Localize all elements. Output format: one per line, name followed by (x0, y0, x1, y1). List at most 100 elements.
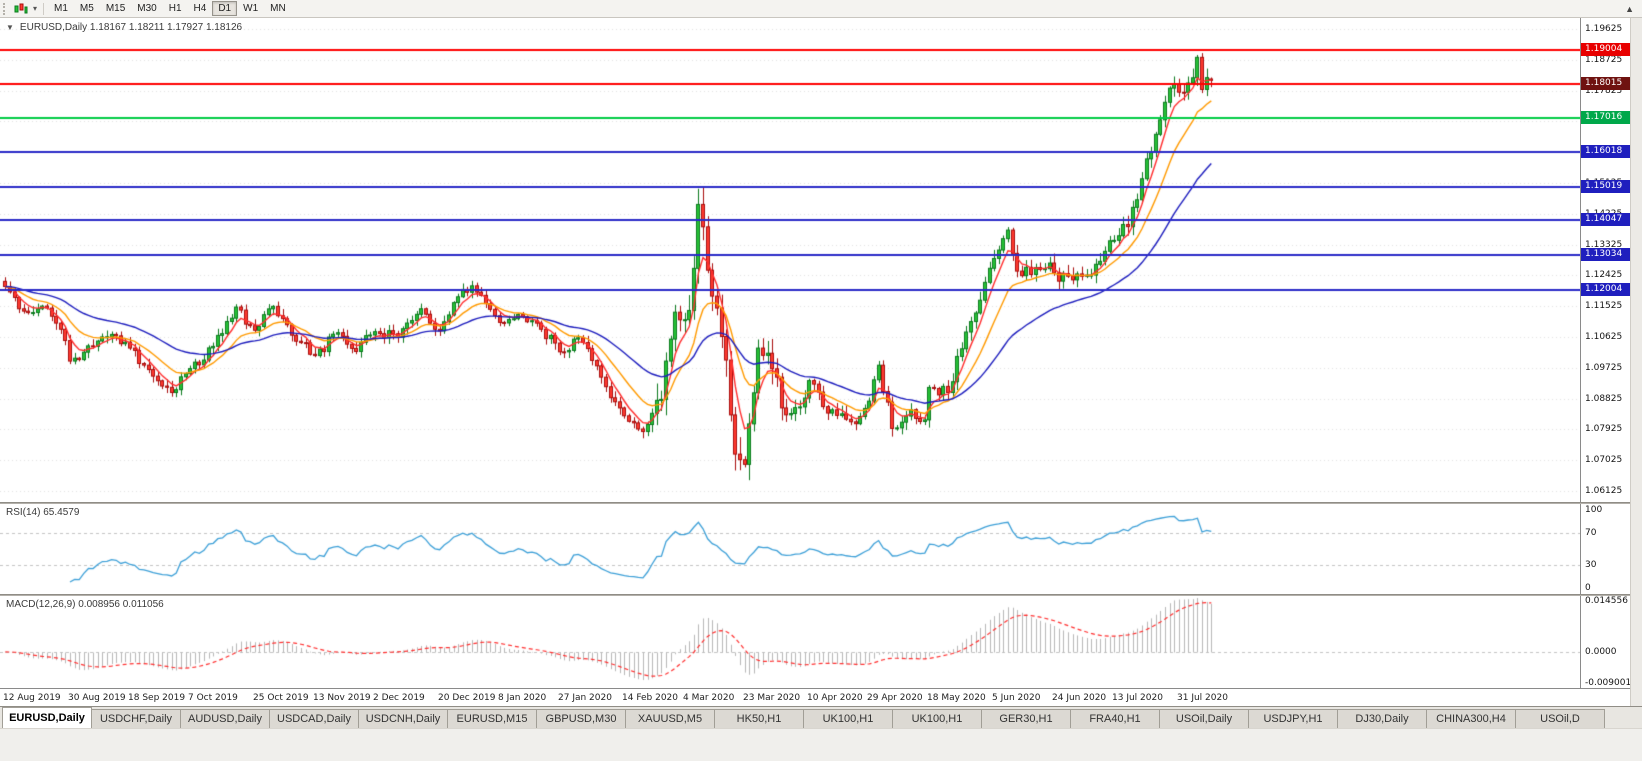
toolbar-grip[interactable] (3, 2, 7, 15)
date-label: 12 Aug 2019 (3, 693, 61, 703)
price-tick-label: 1.17825 (1585, 86, 1623, 96)
price-badge: 1.16018 (1581, 145, 1630, 158)
price-badge: 1.18015 (1581, 77, 1630, 90)
chart-tab-usoil-d[interactable]: USOil,D (1515, 709, 1605, 728)
status-strip (0, 728, 1642, 761)
timeframe-button-d1[interactable]: D1 (212, 1, 238, 16)
date-label: 4 Mar 2020 (683, 693, 735, 703)
date-label: 27 Jan 2020 (558, 693, 612, 703)
date-label: 31 Jul 2020 (1177, 693, 1228, 703)
date-label: 7 Oct 2019 (188, 693, 238, 703)
price-tick-label: 1.12425 (1585, 270, 1623, 280)
chart-tab-usdcad-daily[interactable]: USDCAD,Daily (269, 709, 359, 728)
main-chart-panel: ▼ EURUSD,Daily 1.18167 1.18211 1.17927 1… (0, 18, 1580, 502)
chart-header: ▼ EURUSD,Daily 1.18167 1.18211 1.17927 1… (6, 22, 242, 33)
chart-tab-usdjpy-h1[interactable]: USDJPY,H1 (1248, 709, 1338, 728)
date-label: 24 Jun 2020 (1052, 693, 1107, 703)
chart-tab-uk100-h1[interactable]: UK100,H1 (892, 709, 982, 728)
rsi-tick-label: 0 (1585, 583, 1591, 593)
rsi-axis[interactable]: 100 70 30 0 (1580, 504, 1630, 594)
panel-separator[interactable] (0, 502, 1630, 504)
timeframe-button-h1[interactable]: H1 (168, 3, 182, 14)
date-label: 30 Aug 2019 (68, 693, 126, 703)
price-tick-label: 1.09725 (1585, 363, 1623, 373)
price-tick-label: 1.07925 (1585, 424, 1623, 434)
date-label: 14 Feb 2020 (622, 693, 679, 703)
chart-tab-ger30-h1[interactable]: GER30,H1 (981, 709, 1071, 728)
date-label: 23 Mar 2020 (743, 693, 801, 703)
macd-tick-label: 0.0000 (1585, 647, 1617, 657)
chart-scrollbar[interactable] (1630, 18, 1642, 706)
date-label: 29 Apr 2020 (867, 693, 923, 703)
chart-tab-gbpusd-m30[interactable]: GBPUSD,M30 (536, 709, 626, 728)
macd-tick-label: -0.009001 (1585, 678, 1630, 688)
macd-chart-canvas[interactable] (0, 596, 1580, 688)
price-tick-label: 1.18725 (1585, 55, 1623, 65)
chart-tab-xauusd-m5[interactable]: XAUUSD,M5 (625, 709, 715, 728)
price-tick-label: 1.08825 (1585, 394, 1623, 404)
date-label: 2 Dec 2019 (373, 693, 425, 703)
rsi-label: RSI(14) 65.4579 (6, 507, 80, 518)
collapse-chart-icon[interactable]: ▼ (6, 23, 14, 32)
timeframe-button-m1[interactable]: M1 (54, 3, 68, 14)
date-label: 5 Jun 2020 (992, 693, 1041, 703)
date-label: 18 May 2020 (927, 693, 986, 703)
date-label: 8 Jan 2020 (498, 693, 547, 703)
price-tick-label: 1.10625 (1585, 332, 1623, 342)
timeframe-button-m5[interactable]: M5 (79, 3, 94, 14)
rsi-tick-label: 70 (1585, 528, 1597, 538)
date-label: 13 Jul 2020 (1112, 693, 1163, 703)
timeframe-button-mn[interactable]: MN (270, 3, 286, 14)
panel-separator[interactable] (0, 594, 1630, 596)
price-badge: 1.19004 (1581, 43, 1630, 56)
chevron-down-icon[interactable]: ▾ (33, 4, 38, 13)
price-badge: 1.12004 (1581, 283, 1630, 296)
chart-tab-usdchf-daily[interactable]: USDCHF,Daily (91, 709, 181, 728)
date-label: 13 Nov 2019 (313, 693, 371, 703)
date-label: 20 Dec 2019 (438, 693, 496, 703)
price-axis[interactable]: 1.196251.187251.178251.169251.160251.151… (1580, 18, 1630, 502)
chart-tab-china300-h4[interactable]: CHINA300,H4 (1426, 709, 1516, 728)
price-tick-label: 1.11525 (1585, 301, 1623, 311)
macd-axis[interactable]: 0.014556 0.0000 -0.009001 (1580, 596, 1630, 688)
toolbar-divider (43, 2, 45, 15)
price-badge: 1.13034 (1581, 248, 1630, 261)
timeframe-button-h4[interactable]: H4 (193, 3, 207, 14)
rsi-tick-label: 100 (1585, 505, 1603, 515)
chart-tabs-bar: EURUSD,Daily USDCHF,Daily AUDUSD,Daily USDC… (0, 706, 1642, 728)
chart-tab-eurusd-daily[interactable]: EURUSD,Daily (2, 707, 92, 728)
macd-tick-label: 0.014556 (1585, 596, 1628, 606)
rsi-tick-label: 30 (1585, 560, 1597, 570)
macd-panel: MACD(12,26,9) 0.008956 0.011056 (0, 596, 1580, 688)
price-tick-label: 1.19625 (1585, 24, 1623, 34)
timeframe-toolbar: ▾ M1 M5 M15 M30 H1 H4 D1 W1 MN ▲ (0, 0, 1642, 18)
price-tick-label: 1.06125 (1585, 486, 1623, 496)
scroll-up-icon[interactable]: ▲ (1625, 3, 1634, 14)
price-chart-canvas[interactable] (0, 18, 1580, 502)
macd-label: MACD(12,26,9) 0.008956 0.011056 (6, 599, 164, 610)
chart-tab-audusd-daily[interactable]: AUDUSD,Daily (180, 709, 270, 728)
time-axis[interactable]: 12 Aug 2019 30 Aug 2019 18 Sep 2019 7 Oct 2… (0, 688, 1630, 706)
timeframe-button-m30[interactable]: M30 (137, 3, 157, 14)
rsi-panel: RSI(14) 65.4579 (0, 504, 1580, 594)
timeframe-button-m15[interactable]: M15 (105, 3, 126, 14)
timeframe-button-w1[interactable]: W1 (243, 3, 259, 14)
chart-tab-dj30-daily[interactable]: DJ30,Daily (1337, 709, 1427, 728)
rsi-chart-canvas[interactable] (0, 504, 1580, 594)
chart-tab-usoil-daily[interactable]: USOil,Daily (1159, 709, 1249, 728)
chart-tab-eurusd-m15[interactable]: EURUSD,M15 (447, 709, 537, 728)
timeframe-buttons: M1 M5 M15 M30 H1 H4 D1 W1 MN (48, 1, 292, 16)
date-label: 18 Sep 2019 (128, 693, 186, 703)
price-tick-label: 1.07025 (1585, 455, 1623, 465)
price-badge: 1.14047 (1581, 213, 1630, 226)
chart-tab-fra40-h1[interactable]: FRA40,H1 (1070, 709, 1160, 728)
date-label: 10 Apr 2020 (807, 693, 863, 703)
chart-tab-usdcnh-daily[interactable]: USDCNH,Daily (358, 709, 448, 728)
chart-type-icon[interactable] (11, 2, 31, 16)
chart-tab-uk100-h1[interactable]: UK100,H1 (803, 709, 893, 728)
price-tick-label: 1.13325 (1585, 240, 1623, 250)
candlestick-icon (14, 3, 28, 13)
date-label: 25 Oct 2019 (253, 693, 309, 703)
chart-tab-hk50-h1[interactable]: HK50,H1 (714, 709, 804, 728)
